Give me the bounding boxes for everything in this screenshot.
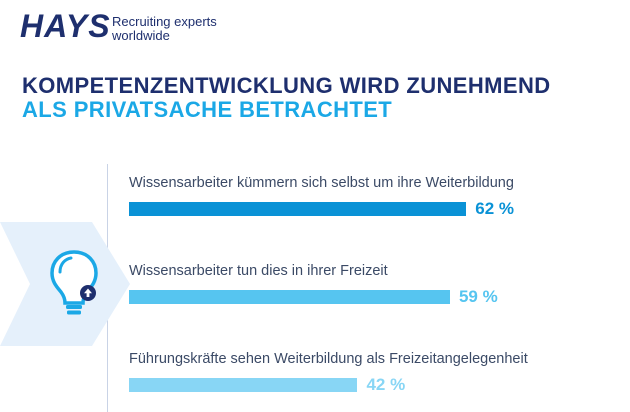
bulb-base-1 [66, 305, 82, 309]
category-label: Führungskräfte sehen Weiterbildung als F… [129, 351, 528, 367]
bar [129, 290, 450, 304]
brand-tagline-line-1: Recruiting experts [112, 14, 217, 29]
chart-title-line-1: KOMPETENZENTWICKLUNG WIRD ZUNEHMEND [22, 73, 551, 98]
brand-name: HAYS [20, 8, 111, 44]
up-arrow [84, 288, 92, 297]
chart-title-line-2: ALS PRIVATSACHE BETRACHTET [22, 97, 393, 122]
bulb-shine [58, 256, 73, 274]
lightbulb-up-arrow-icon [50, 250, 98, 315]
brand-tagline: Recruiting experts worldwide [112, 15, 217, 43]
bar [129, 202, 467, 216]
category-label: Wissensarbeiter kümmern sich selbst um i… [129, 175, 514, 191]
chart-title: KOMPETENZENTWICKLUNG WIRD ZUNEHMEND ALS … [22, 74, 551, 122]
value-label: 62 % [475, 199, 515, 218]
value-label: 59 % [458, 287, 498, 306]
bulb-base-2 [67, 310, 81, 315]
brand-tagline-line-2: worldwide [112, 28, 170, 43]
bar [129, 378, 358, 392]
category-label: Wissensarbeiter tun dies in ihrer Freize… [129, 263, 388, 279]
value-label: 42 % [366, 375, 406, 394]
